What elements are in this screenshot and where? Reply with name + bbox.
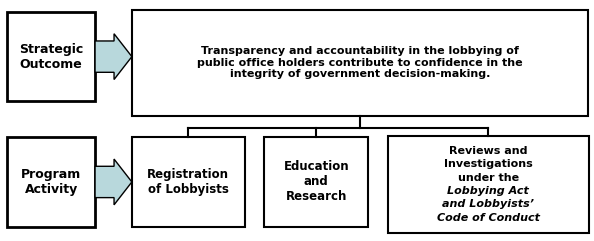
Text: Transparency and accountability in the lobbying of
public office holders contrib: Transparency and accountability in the l… (197, 46, 523, 79)
FancyBboxPatch shape (132, 10, 588, 116)
Text: Investigations: Investigations (444, 160, 533, 169)
Text: Program
Activity: Program Activity (21, 168, 81, 196)
FancyBboxPatch shape (388, 136, 589, 233)
Text: and ​Lobbyists’: and ​Lobbyists’ (443, 199, 534, 209)
Text: Education
and
Research: Education and Research (283, 161, 349, 203)
Text: Registration
of Lobbyists: Registration of Lobbyists (147, 168, 229, 196)
FancyBboxPatch shape (132, 137, 245, 227)
Text: Reviews and: Reviews and (449, 146, 527, 156)
Polygon shape (95, 159, 132, 205)
Text: Lobbying Act: Lobbying Act (447, 186, 529, 196)
Text: Code of Conduct: Code of Conduct (437, 213, 540, 222)
FancyBboxPatch shape (7, 12, 95, 101)
Text: Strategic
Outcome: Strategic Outcome (19, 43, 83, 71)
Polygon shape (95, 34, 132, 80)
FancyBboxPatch shape (264, 137, 368, 227)
FancyBboxPatch shape (7, 137, 95, 227)
Text: under the: under the (458, 173, 519, 183)
